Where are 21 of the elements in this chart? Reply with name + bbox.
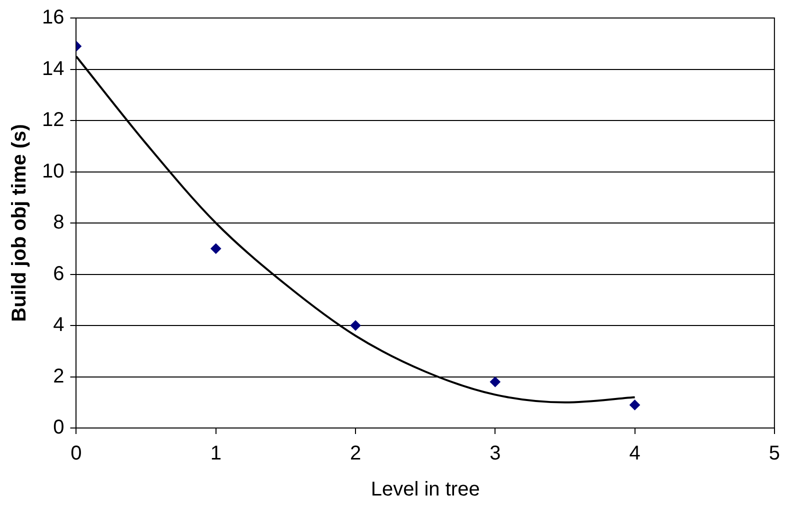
y-tick-label: 12 <box>42 109 64 132</box>
x-tick-label: 0 <box>70 442 82 465</box>
y-axis-title: Build job obj time (s) <box>8 124 31 322</box>
x-tick-label: 5 <box>768 442 780 465</box>
point <box>490 376 500 387</box>
y-tick-label: 0 <box>53 416 64 439</box>
y-tick-label: 16 <box>42 6 64 29</box>
y-tick-label: 2 <box>53 365 64 388</box>
point <box>210 244 221 254</box>
y-tick-label: 10 <box>42 160 64 182</box>
y-tick-label: 6 <box>53 262 64 285</box>
y-tick-label: 4 <box>53 314 64 336</box>
x-tick-label: 1 <box>210 442 222 465</box>
y-tick-label: 14 <box>42 58 64 80</box>
y-tick-label: 8 <box>53 212 64 234</box>
x-axis-title: Level in tree <box>370 478 480 501</box>
x-tick-label: 3 <box>490 442 501 465</box>
point <box>350 320 361 330</box>
point <box>630 400 640 410</box>
x-tick-label: 4 <box>629 442 640 465</box>
x-tick-label: 2 <box>350 442 362 465</box>
